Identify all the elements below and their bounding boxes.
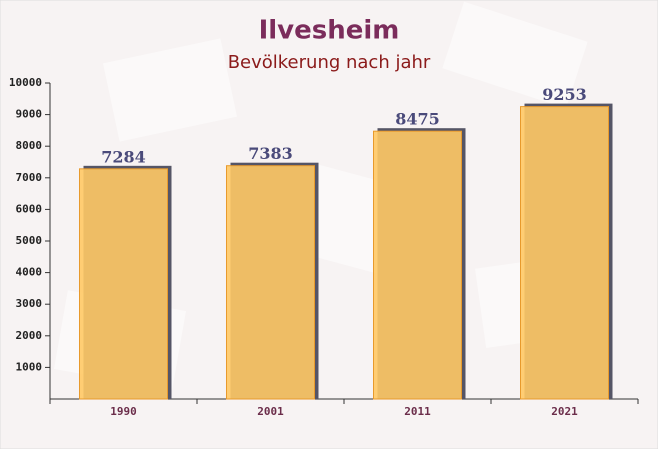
- y-tick-label: 2000: [16, 329, 43, 342]
- y-tick-label: 3000: [16, 297, 43, 310]
- value-label: 8475: [395, 110, 440, 129]
- x-tick-label: 2011: [404, 405, 431, 418]
- value-label: 9253: [542, 85, 587, 104]
- x-tick-label: 2021: [551, 405, 578, 418]
- y-tick-label: 8000: [16, 139, 43, 152]
- bar: [79, 168, 168, 400]
- x-tick-label: 1990: [110, 405, 137, 418]
- y-tick-label: 9000: [16, 108, 43, 121]
- y-tick-label: 6000: [16, 202, 43, 215]
- y-tick-label: 7000: [16, 171, 43, 184]
- y-tick-label: 5000: [16, 234, 43, 247]
- bar: [226, 165, 315, 400]
- chart-subtitle: Bevölkerung nach jahr: [228, 52, 431, 73]
- value-label: 7383: [248, 144, 293, 163]
- y-tick-label: 4000: [16, 266, 43, 279]
- y-tick-label: 10000: [9, 76, 42, 89]
- value-label: 7284: [101, 147, 146, 166]
- bar: [373, 130, 462, 400]
- y-tick-label: 1000: [16, 360, 43, 373]
- chart-title: Ilvesheim: [259, 16, 400, 46]
- x-tick-label: 2001: [257, 405, 284, 418]
- bar: [520, 106, 609, 400]
